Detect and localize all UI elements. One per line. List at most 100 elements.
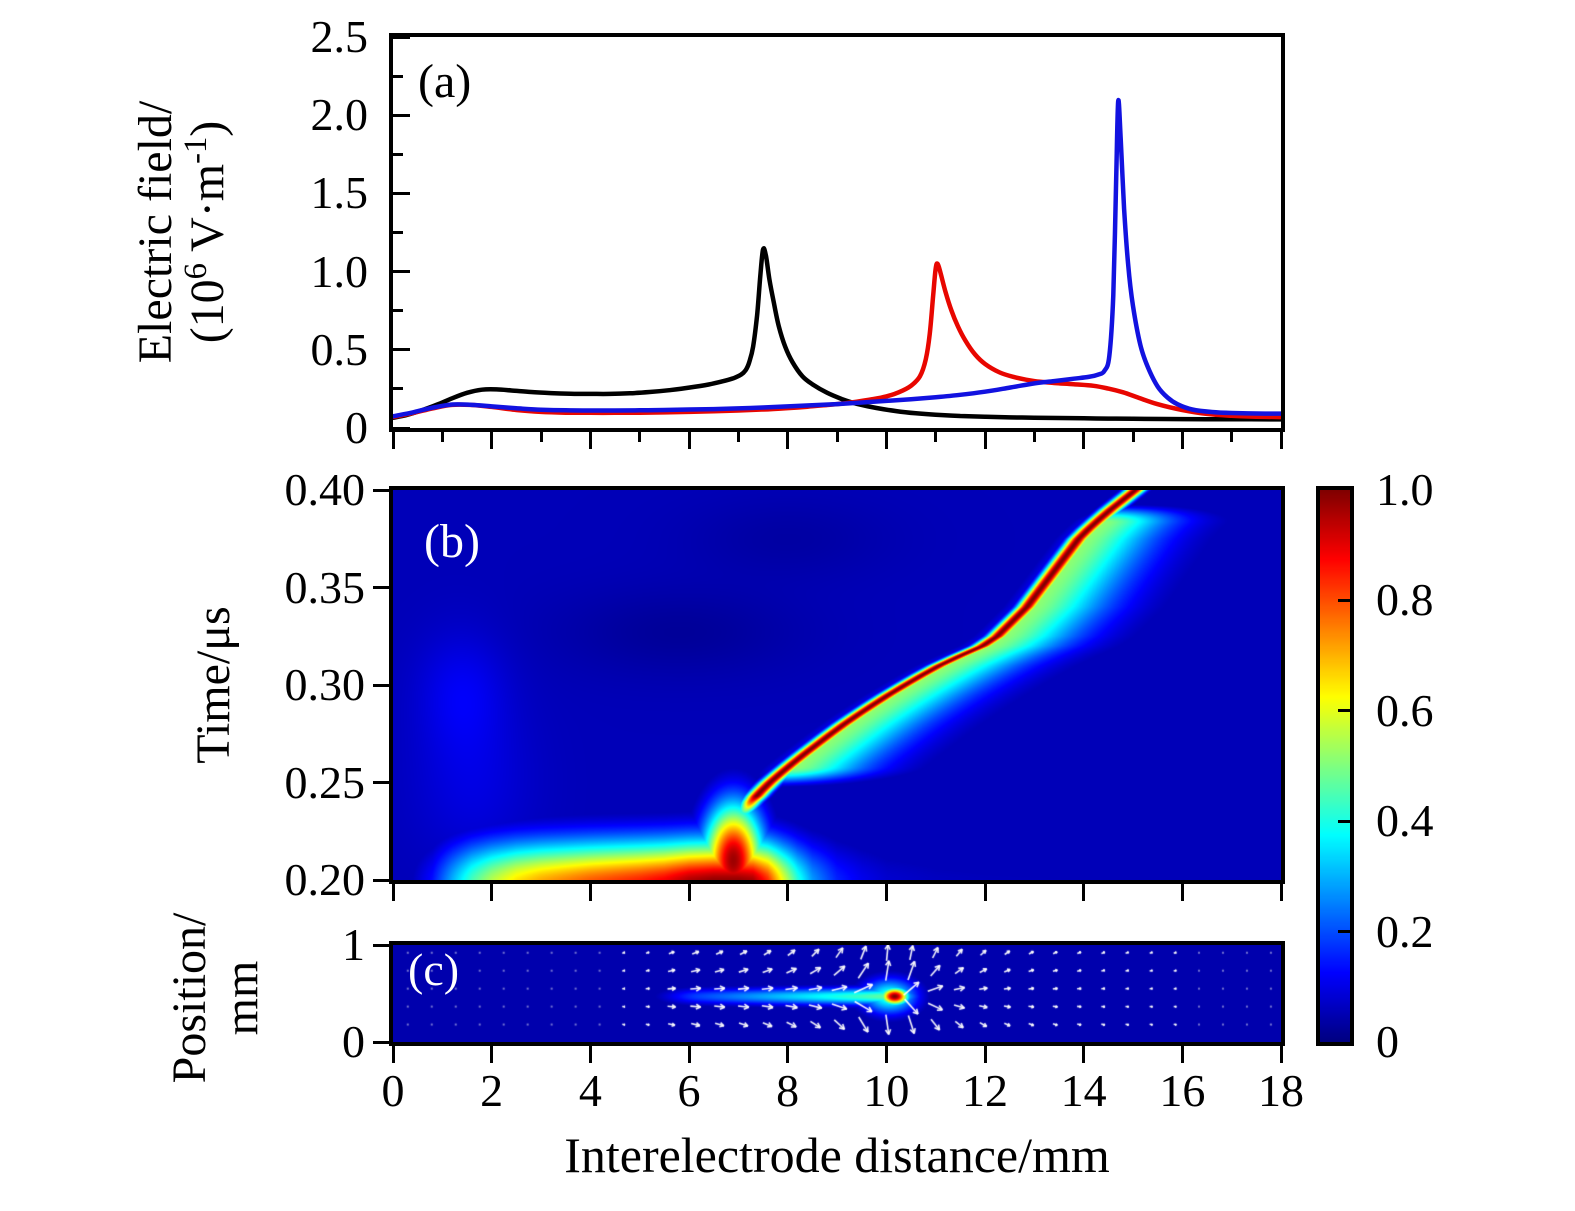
panel-b-xtick [588, 884, 592, 901]
panel-a-letter: (a) [418, 55, 472, 108]
panel-c-ylabel-line1: Position/ [163, 912, 216, 1084]
panel-a-xtick-minor [440, 432, 444, 442]
panel-b-ytick-label: 0.35 [284, 561, 366, 613]
panel-b-xtick [786, 884, 790, 901]
panel-a-ytick-minor [393, 74, 403, 78]
panel-a-xtick-minor [539, 432, 543, 442]
panel-b-ytick [373, 878, 389, 882]
panel-a-ytick-minor [393, 387, 403, 391]
panel-a-ytick [393, 426, 410, 430]
panel-b-plot [389, 486, 1285, 884]
x-tick-label: 6 [677, 1065, 701, 1116]
panel-a-ytick-label: 0 [345, 402, 368, 453]
panel-a-curve-blue [393, 97, 1281, 419]
panel-a-xtick [983, 432, 987, 449]
colorbar-tick [1338, 598, 1354, 602]
panel-b-xtick [884, 884, 888, 901]
panel-a-xtick [1279, 432, 1283, 449]
panel-a-xtick-minor [736, 432, 740, 442]
panel-c-xtick [1082, 1046, 1086, 1063]
panel-a-xtick-minor [934, 432, 938, 442]
panel-b-ytick [373, 488, 389, 492]
panel-a-xtick [687, 432, 691, 449]
panel-a-ytick [393, 270, 410, 274]
x-tick-label: 14 [1060, 1065, 1107, 1116]
panel-c-xtick [884, 1046, 888, 1063]
panel-a-curve-red [393, 261, 1281, 420]
colorbar-tick-label: 1.0 [1376, 464, 1434, 515]
panel-a-ytick-label: 2.0 [310, 89, 369, 141]
panel-c-plot [389, 941, 1285, 1046]
panel-a-xtick [588, 432, 592, 449]
panel-c-ylabel: Position/ mm [163, 748, 268, 1211]
x-tick-label: 12 [962, 1065, 1008, 1116]
panel-c-xtick [983, 1046, 987, 1063]
colorbar-tick-label: 0.6 [1376, 684, 1434, 736]
x-tick-label: 10 [863, 1065, 910, 1116]
panel-c-xtick [1180, 1046, 1184, 1063]
panel-c-xtick [786, 1046, 790, 1063]
panel-b-ytick [373, 781, 389, 784]
panel-b-ytick-label: 0.25 [284, 756, 366, 808]
panel-b-xtick [983, 884, 987, 901]
panel-c-ylabel-line2: mm [215, 960, 268, 1036]
panel-c-ytick [373, 1040, 389, 1044]
panel-a-ytick-minor [393, 231, 403, 234]
panel-a-ylabel-line1: Electric field/ [129, 100, 182, 364]
panel-a-xtick [884, 432, 888, 449]
panel-c-ytick-label: 1 [342, 919, 365, 970]
panel-b-xtick [1082, 884, 1086, 901]
panel-a-ytick-minor [393, 152, 403, 156]
panel-c-xtick [588, 1046, 592, 1063]
colorbar [1316, 486, 1354, 1046]
panel-b-ytick-label: 0.20 [284, 854, 366, 905]
panel-a-xtick [1180, 432, 1184, 449]
panel-a-xtick-minor [1131, 432, 1135, 442]
panel-c-xtick [1279, 1046, 1283, 1063]
panel-b-ytick-label: 0.30 [284, 659, 366, 710]
panel-b-xtick [391, 884, 395, 901]
panel-a-ytick-minor [393, 309, 403, 313]
panel-a-xtick-minor [1032, 432, 1036, 442]
panel-a-xtick [391, 432, 395, 449]
panel-a-xtick-minor [835, 432, 839, 442]
panel-c-letter: (c) [408, 944, 460, 995]
panel-a-xtick [786, 432, 790, 449]
panel-c-xtick [490, 1046, 494, 1063]
colorbar-tick-label: 0.2 [1376, 905, 1434, 957]
panel-a-ytick [393, 191, 410, 195]
panel-c-ytick [373, 943, 389, 947]
panel-c-xtick [687, 1046, 691, 1063]
panel-b-ytick [373, 586, 389, 589]
panel-a-curves [393, 97, 1281, 422]
x-tick-label: 16 [1159, 1065, 1206, 1116]
panel-a-ytick-label: 1.5 [310, 167, 369, 219]
panel-a-ytick-label: 2.5 [310, 11, 369, 62]
panel-c-ytick-label: 0 [342, 1016, 365, 1067]
panel-a-ytick-label: 1.0 [310, 245, 369, 297]
x-tick-label: 8 [776, 1065, 800, 1116]
panel-a-xtick [490, 432, 494, 449]
panel-b-ytick-label: 0.40 [284, 464, 366, 515]
colorbar-tick-label: 0 [1376, 1016, 1399, 1067]
panel-a-xtick-minor [1230, 432, 1234, 442]
panel-c-heatmap-quiver [393, 945, 1281, 1042]
panel-a-ytick [393, 113, 410, 117]
panel-a-ytick-label: 0.5 [310, 323, 369, 375]
colorbar-tick [1338, 709, 1354, 713]
panel-b-xtick [687, 884, 691, 901]
x-tick-label: 0 [381, 1065, 405, 1116]
panel-c-xtick [391, 1046, 395, 1063]
x-tick-label: 4 [578, 1065, 602, 1116]
colorbar-tick [1338, 930, 1354, 934]
panel-a-xtick-minor [638, 432, 642, 442]
panel-b-letter: (b) [424, 515, 480, 568]
colorbar-tick-label: 0.4 [1376, 795, 1434, 847]
x-tick-label: 2 [480, 1065, 504, 1116]
panel-a-ytick [393, 35, 410, 39]
panel-a-curve-black [393, 246, 1281, 422]
panel-a-xtick [1082, 432, 1086, 449]
panel-b-ytick [373, 683, 389, 687]
panel-b-xtick [490, 884, 494, 901]
